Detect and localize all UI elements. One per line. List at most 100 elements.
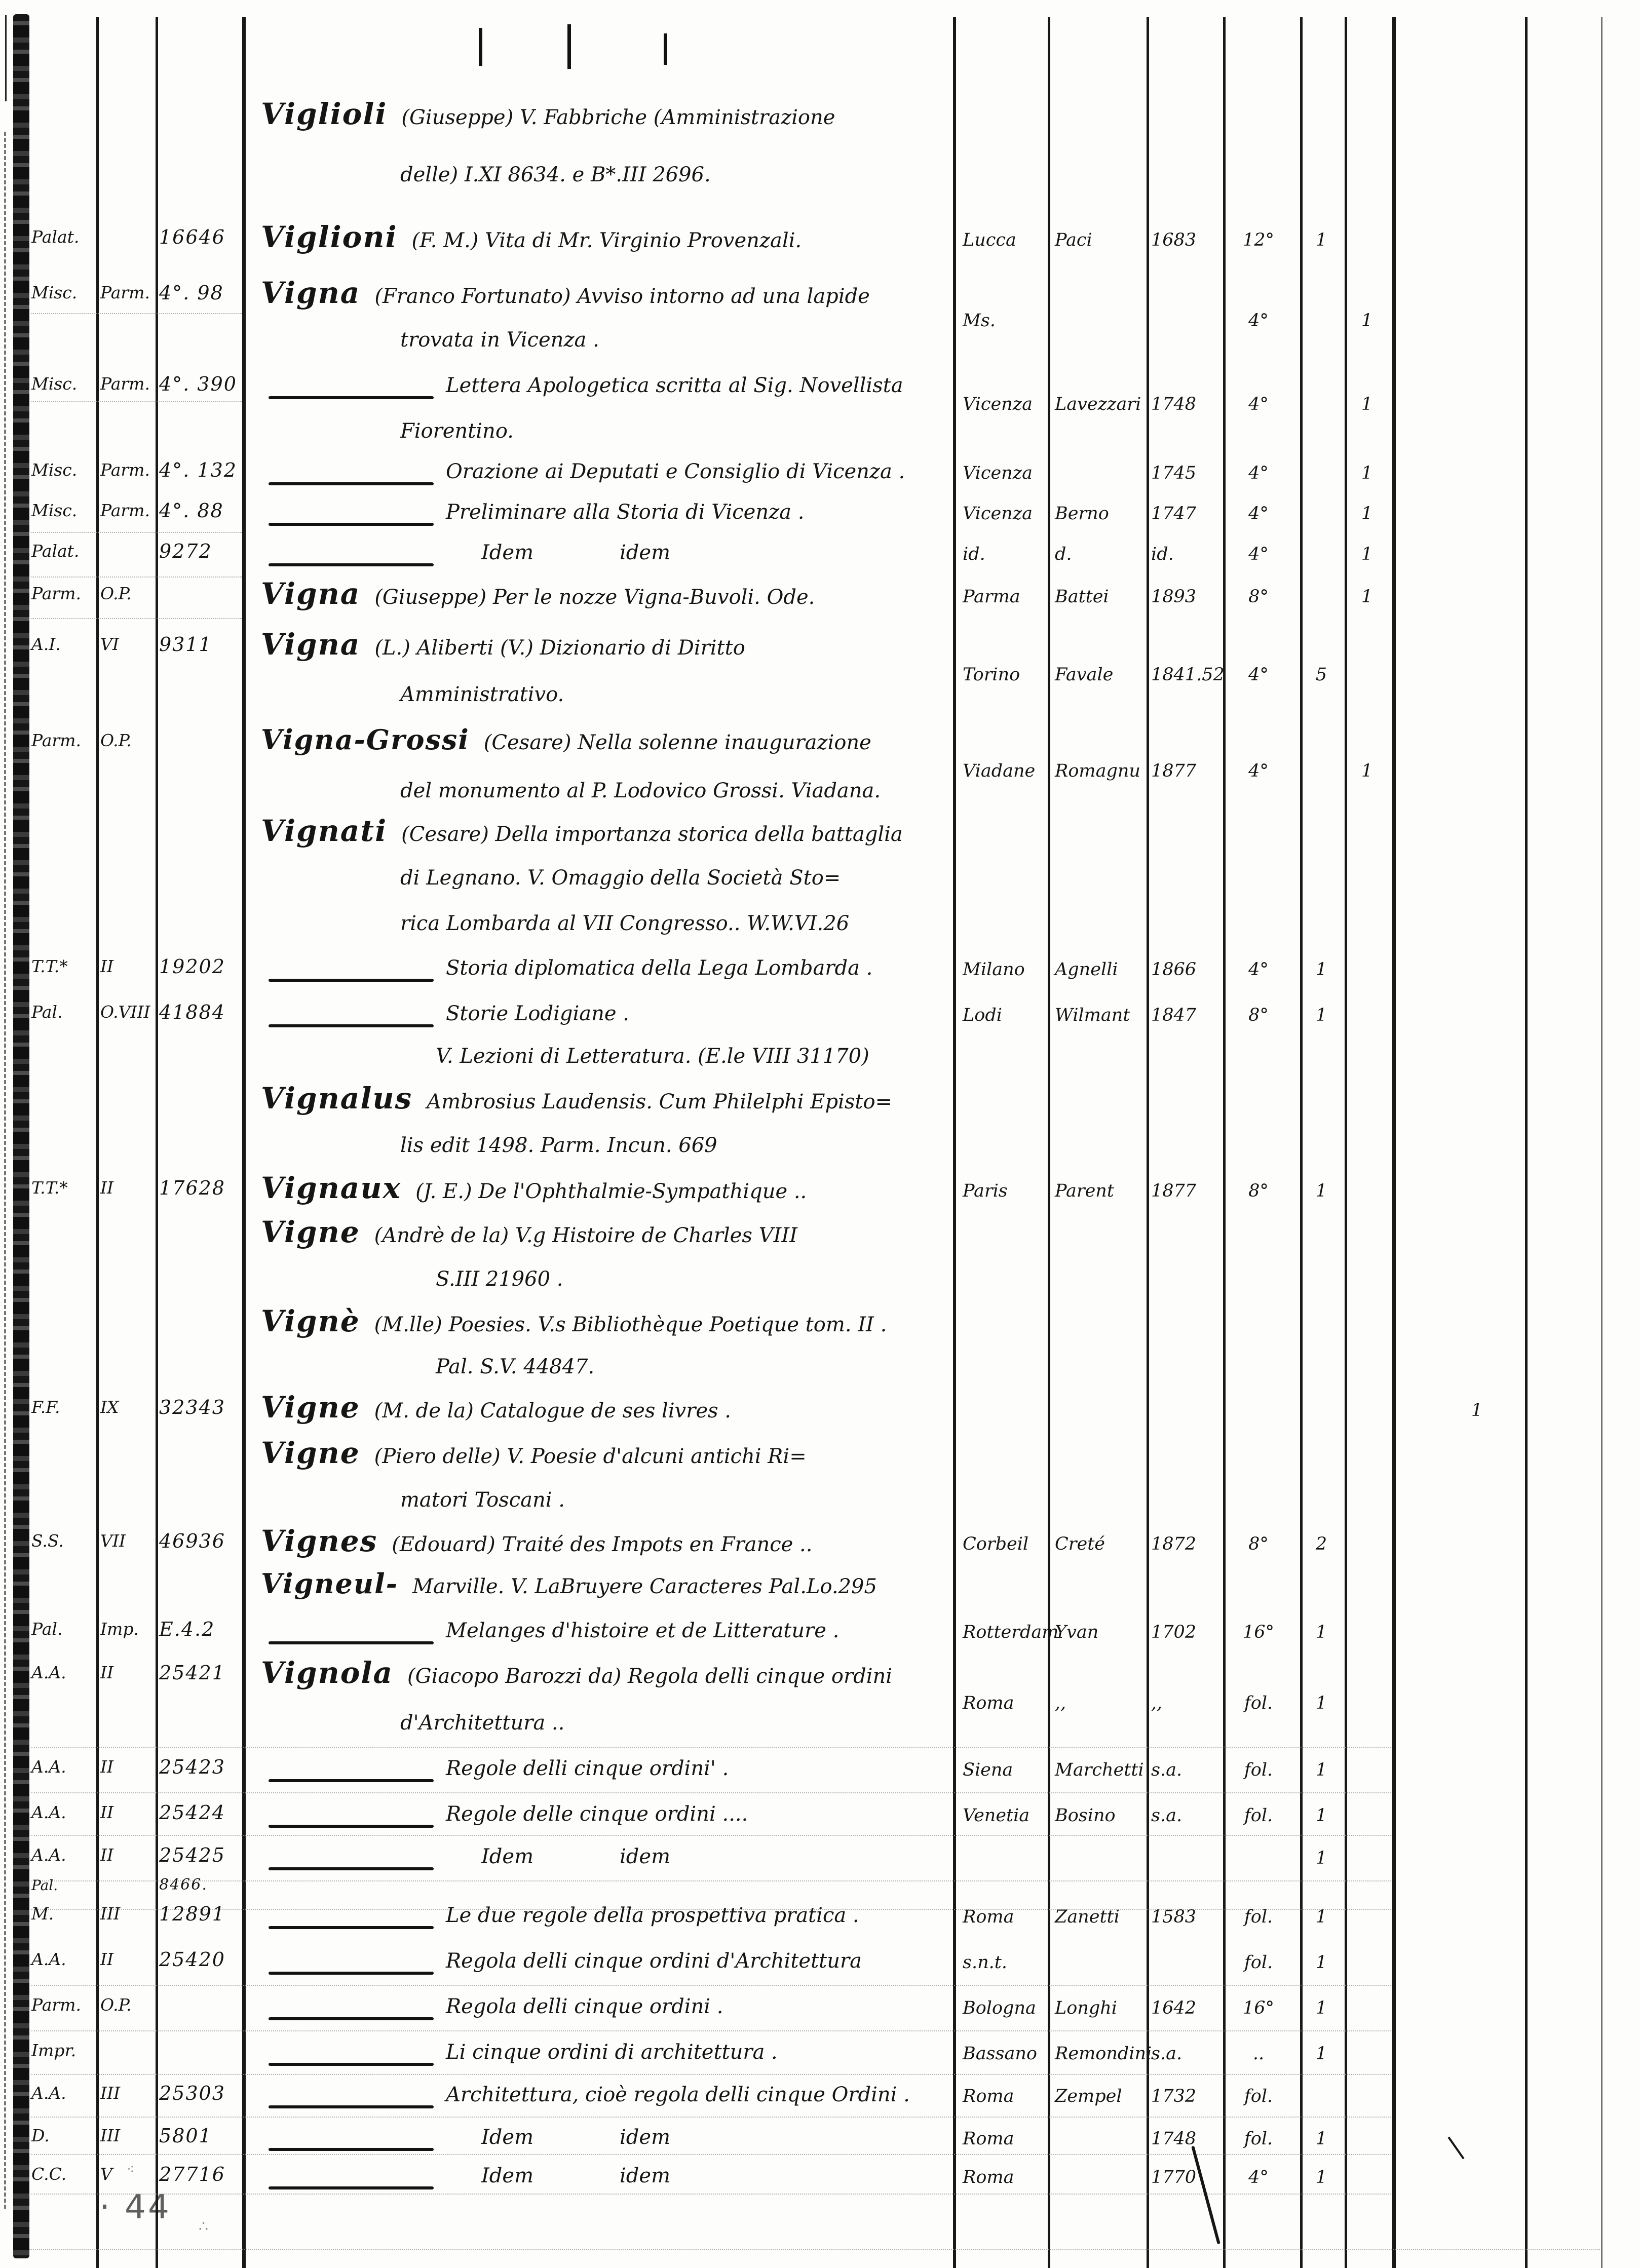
copies-count-secondary: 1 — [1361, 394, 1373, 414]
book-format: fol. — [1244, 1693, 1273, 1713]
copies-count-secondary: 1 — [1361, 504, 1373, 524]
column-rule-line — [953, 17, 956, 2268]
copies-count-margin: 1 — [1471, 1400, 1483, 1420]
copies-count: 1 — [1315, 1848, 1327, 1868]
shelf-series: F.F. — [31, 1397, 60, 1417]
shelf-series: S.S. — [31, 1531, 64, 1551]
imprint-place: Vicenza — [963, 463, 1033, 483]
catalog-entry: Vigna-Grossi (Cesare) Nella solenne inaug… — [261, 723, 871, 756]
ditto-dash-mark — [269, 2148, 434, 2151]
imprint-year: 1745 — [1151, 463, 1197, 483]
copies-count-secondary: 1 — [1361, 311, 1373, 331]
imprint-year: 1683 — [1151, 230, 1197, 250]
shelf-series: C.C. — [31, 2164, 67, 2184]
entry-title-text: Melanges d'histoire et de Litterature . — [446, 1619, 840, 1642]
shelf-series: M. — [31, 1904, 54, 1924]
entry-title-text: (Andrè de la) V.g Histoire de Charles VI… — [374, 1224, 797, 1247]
entry-title-text: (L.) Aliberti (V.) Dizionario di Diritto — [374, 636, 745, 660]
book-format: 12° — [1242, 230, 1275, 250]
catalog-entry: Viglioli (Giuseppe) V. Fabbriche (Amminis… — [261, 97, 835, 131]
author-name: Vignes — [261, 1524, 378, 1558]
shelf-volume: II — [100, 1178, 114, 1198]
ditto-dash-mark — [269, 563, 434, 566]
row-guide-dotted-line — [31, 1880, 1391, 1881]
imprint-year: 1583 — [1151, 1907, 1197, 1927]
copies-count: 1 — [1315, 1760, 1327, 1780]
imprint-year: 1747 — [1151, 504, 1197, 524]
shelf-series: A.A. — [31, 2083, 66, 2103]
entry-title-text: S.III 21960 . — [436, 1267, 563, 1291]
catalog-entry: Vigna (L.) Aliberti (V.) Dizionario di Di… — [261, 627, 745, 662]
imprint-year: 1770 — [1151, 2167, 1197, 2187]
imprint-place: Ms. — [963, 311, 996, 331]
shelf-series: A.A. — [31, 1949, 66, 1969]
imprint-year: 1877 — [1151, 1181, 1197, 1201]
row-guide-dotted-line — [31, 1909, 1391, 1910]
shelf-volume: Parm. — [100, 501, 150, 520]
entry-title-text: Regole delle cinque ordini .... — [446, 1802, 748, 1826]
imprint-year: 1732 — [1151, 2086, 1197, 2106]
ditto-dash-mark — [269, 1641, 434, 1644]
shelf-volume: VII — [100, 1531, 126, 1551]
shelf-volume: O.P. — [100, 1995, 132, 2015]
shelf-number: 4°. 88 — [159, 499, 224, 522]
shelf-number: 46936 — [159, 1530, 225, 1552]
imprint-place: Paris — [963, 1181, 1008, 1201]
shelf-series: Parm. — [31, 731, 81, 750]
book-format: 16° — [1242, 1998, 1275, 2018]
imprint-year: 1872 — [1151, 1534, 1197, 1554]
stray-pen-stroke — [1447, 2136, 1465, 2160]
scan-edge-dashes — [4, 132, 6, 2209]
book-format: 8° — [1248, 1181, 1269, 1201]
shelf-number: 16646 — [159, 226, 225, 248]
book-format: fol. — [1244, 1907, 1273, 1927]
shelf-number: 4°. 98 — [159, 282, 224, 304]
imprint-place: Bassano — [963, 2044, 1037, 2064]
shelf-number: E.4.2 — [159, 1618, 215, 1640]
imprint-place: Viadane — [963, 761, 1036, 781]
copies-count: 1 — [1315, 1693, 1327, 1713]
shelf-series: Parm. — [31, 1995, 81, 2015]
ink-tick-mark — [567, 24, 571, 69]
catalog-entry: Vignalus Ambrosius Laudensis. Cum Philelp… — [261, 1081, 892, 1116]
shelf-volume: Imp. — [100, 1619, 139, 1639]
imprint-year: 1866 — [1151, 959, 1197, 980]
author-name: Viglioli — [261, 97, 388, 131]
catalog-entry: Vigne (M. de la) Catalogue de ses livres … — [261, 1390, 731, 1425]
shelf-number: 17628 — [159, 1177, 225, 1199]
copies-count: 1 — [1315, 2129, 1327, 2149]
author-name: Viglioni — [261, 220, 398, 254]
shelf-number: 25303 — [159, 2082, 225, 2104]
idem-word: idem — [620, 541, 671, 564]
column-rule-line — [156, 17, 158, 2268]
entry-title-text: (M. de la) Catalogue de ses livres . — [374, 1399, 731, 1423]
entry-title-text: Fiorentino. — [400, 419, 514, 443]
idem-word: Idem — [481, 541, 534, 564]
column-rule-line — [1223, 17, 1226, 2268]
shelf-series: Pal. — [31, 1002, 63, 1022]
ditto-dash-mark — [269, 1926, 434, 1929]
catalog-entry: Vigne (Piero delle) V. Poesie d'alcuni an… — [261, 1436, 807, 1470]
ditto-dash-mark — [269, 2105, 434, 2108]
shelf-number: 12891 — [159, 1903, 225, 1925]
imprint-place: Bologna — [963, 1998, 1036, 2018]
shelf-series: Misc. — [31, 374, 78, 394]
shelf-volume: II — [100, 1845, 114, 1865]
copies-count: 1 — [1315, 1622, 1327, 1642]
copies-count: 1 — [1315, 1907, 1327, 1927]
imprint-year: s.a. — [1151, 1760, 1183, 1780]
book-format: 8° — [1248, 1005, 1269, 1025]
imprint-publisher: d. — [1055, 544, 1072, 564]
entry-title-text: (M.lle) Poesies. V.s Bibliothèque Poetiq… — [374, 1313, 887, 1336]
imprint-publisher: Marchetti — [1055, 1760, 1144, 1780]
author-name: Vigne — [261, 1215, 360, 1249]
imprint-place: Vicenza — [963, 394, 1033, 414]
idem-word: Idem — [481, 2126, 534, 2149]
imprint-publisher: Wilmant — [1055, 1005, 1130, 1025]
shelf-volume: III — [100, 2126, 121, 2145]
author-name: Vigna — [261, 627, 361, 662]
column-rule-line — [1147, 17, 1149, 2268]
pencil-scribble: ⁖ — [127, 2162, 135, 2177]
book-format: fol. — [1244, 2129, 1273, 2149]
entry-title-text: Preliminare alla Storia di Vicenza . — [446, 501, 805, 524]
